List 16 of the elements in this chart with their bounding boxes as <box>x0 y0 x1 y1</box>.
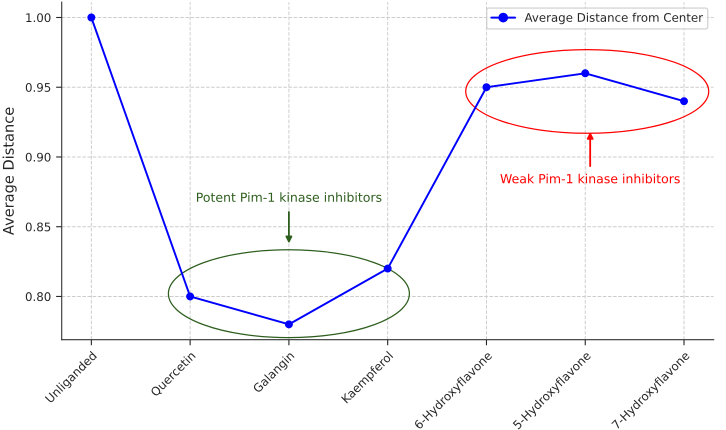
y-tick-label: 0.90 <box>26 152 51 162</box>
y-axis-title: Average Distance <box>2 108 17 235</box>
point <box>482 83 490 92</box>
y-tick-label: 0.95 <box>26 82 50 92</box>
point <box>87 14 96 22</box>
y-tick-label: 1.00 <box>26 13 51 22</box>
y-tick-label: 0.85 <box>26 222 50 232</box>
annotation: Weak Pim-1 kinase inhibitors <box>500 174 680 184</box>
annotation: Potent Pim-1 kinase inhibitors <box>196 192 382 202</box>
point <box>186 292 194 300</box>
point <box>581 69 590 78</box>
point <box>384 264 392 273</box>
point <box>284 320 293 328</box>
y-tick-label: 0.80 <box>26 292 51 302</box>
point <box>680 97 688 106</box>
legend-label: Average Distance from Center <box>524 12 704 24</box>
